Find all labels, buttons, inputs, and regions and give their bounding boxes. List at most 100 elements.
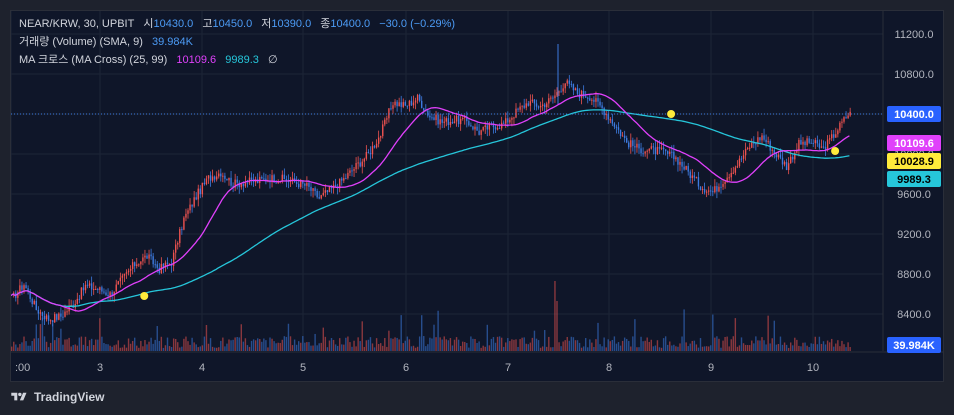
candle-body [849,111,851,116]
candle-body [380,136,382,138]
volume-bar [234,337,236,351]
volume-bar [818,336,821,351]
candle-body [365,152,368,159]
candle-body [302,180,304,184]
volume-bar [154,339,156,351]
volume-indicator-value: 39.984K [151,36,193,48]
candle-body [537,106,540,108]
price-tag-label-0: 10400.0 [894,109,934,121]
candle-body [43,315,46,320]
volume-bar [746,344,749,351]
symbol-label[interactable]: NEAR/KRW, 30, UPBIT [19,18,135,30]
candle-body [722,183,724,187]
candle-body [111,292,113,296]
low-label: 저 [261,18,272,30]
volume-bar [828,342,831,351]
ma-indicator-label[interactable]: MA 크로스 (MA Cross) (25, 99) [19,54,168,66]
volume-bar [601,346,603,351]
candle-body [494,126,497,130]
volume-bar [84,336,87,351]
volume-bar [611,339,614,351]
candle-body [320,195,322,199]
volume-bar [710,345,712,351]
volume-bar [785,344,788,351]
volume-bar [66,339,68,351]
candle-body [172,252,175,266]
volume-bar [15,344,17,351]
price-chart-svg[interactable]: 11200.010800.010400.010000.09600.09200.0… [11,11,944,382]
volume-bar [498,336,501,351]
candle-body [109,292,111,296]
volume-bar [664,336,667,351]
candle-body [218,173,220,177]
candle-body [404,102,406,106]
candle-body [78,298,81,300]
volume-bar [164,345,167,351]
candle-body [507,118,509,123]
candle-body [80,287,83,300]
candle-body [587,97,589,99]
volume-bar [708,346,710,351]
volume-bar [613,336,616,351]
volume-bar [25,341,27,351]
volume-bar [279,342,281,351]
volume-bar [291,345,294,351]
volume-bar [558,342,560,351]
candle-body [375,143,378,148]
volume-bar [281,339,283,351]
volume-bar [716,336,718,351]
candle-body [168,263,171,265]
volume-bar [62,344,64,351]
volume-bar [199,346,201,351]
volume-bar [628,340,630,351]
candle-body [730,172,732,178]
volume-bar [195,344,197,351]
candle-body [328,186,331,193]
candle-body [56,314,58,320]
volume-bar [761,337,763,351]
volume-bar [630,346,632,351]
candle-body [732,172,734,174]
candle-body [718,186,720,192]
volume-bar [382,345,384,351]
candle-body [306,182,308,186]
candle-body [681,161,683,167]
volume-bar [472,338,474,351]
candle-body [529,101,532,106]
candle-body [794,152,796,160]
candle-body [23,285,25,290]
candle-body [685,166,687,170]
volume-bar [775,344,778,351]
volume-bar [652,346,655,351]
volume-bar [402,343,404,351]
volume-bar [607,339,609,351]
candle-body [554,95,556,99]
candle-body [810,142,812,144]
volume-bar [412,345,415,351]
chart-panel[interactable]: 11200.010800.010400.010000.09600.09200.0… [10,10,944,382]
tradingview-logo-icon[interactable] [10,391,28,403]
candle-body [664,149,667,152]
volume-bar [228,339,230,351]
candle-body [480,130,482,135]
candle-body [134,262,136,267]
volume-bar [320,342,322,351]
candle-body [179,229,181,244]
candle-body [240,183,242,188]
candle-body [283,174,286,180]
volume-bar [142,346,144,351]
tradingview-brand[interactable]: TradingView [34,390,105,404]
volume-bar [597,322,599,351]
volume-bar [408,339,411,351]
candle-body [300,180,302,188]
ma-slow-value: 9989.3 [225,54,259,66]
candle-body [257,179,259,183]
volume-bar [482,345,484,351]
candle-body [833,134,835,138]
candle-body [564,83,566,89]
candle-body [183,217,185,230]
candle-body [519,106,521,110]
volume-indicator-label[interactable]: 거래량 (Volume) (SMA, 9) [19,36,143,48]
candle-body [714,186,716,193]
x-tick-label: 9 [708,362,714,374]
